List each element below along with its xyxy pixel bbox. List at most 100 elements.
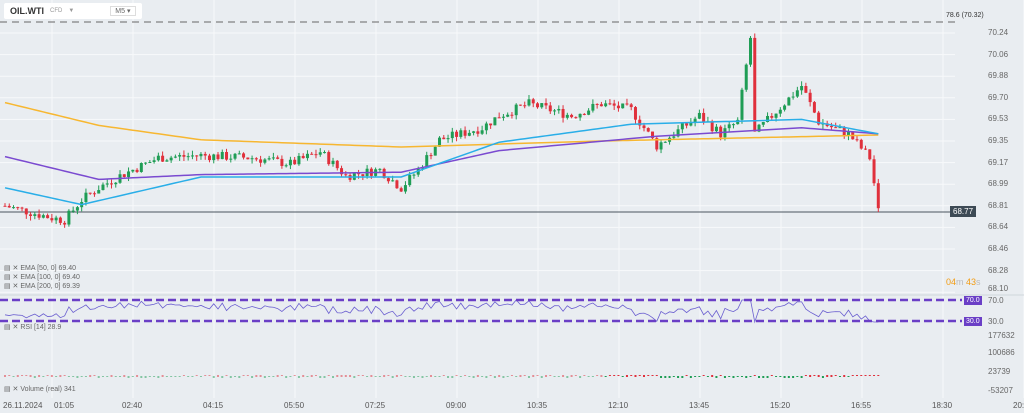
volume-bar [749, 376, 752, 377]
volume-bar [549, 375, 552, 376]
candle [864, 148, 868, 150]
volume-bar [851, 375, 854, 376]
volume-bar [251, 376, 254, 378]
volume-bar [314, 375, 317, 376]
candle [33, 214, 37, 216]
ema50-legend[interactable]: ▤ ✕ EMA [50, 0] 69.40 [4, 265, 77, 272]
candle [267, 158, 271, 160]
price-axis-label: 68.28 [988, 265, 1009, 275]
candle [212, 154, 216, 161]
volume-bar [417, 376, 420, 377]
volume-bar [625, 375, 628, 377]
volume-bar [860, 375, 863, 376]
toolbar: OIL.WTI CFD ▼ M5 ▾ [4, 3, 142, 19]
symbol-label[interactable]: OIL.WTI [10, 6, 44, 16]
candle [749, 37, 752, 65]
volume-bar [519, 375, 522, 377]
ema200-legend[interactable]: ▤ ✕ EMA [200, 0] 69.39 [4, 283, 80, 290]
volume-bar [187, 376, 190, 377]
volume-bar [694, 376, 697, 377]
volume-bar [123, 375, 126, 377]
volume-bar [327, 375, 330, 376]
time-axis-label: 13:45 [689, 401, 710, 410]
candle [676, 129, 680, 137]
volume-bar [711, 375, 714, 377]
candle [293, 159, 297, 165]
volume-bar [383, 375, 386, 377]
candle [510, 114, 514, 116]
volume-bar [736, 376, 739, 377]
volume-bar [387, 375, 390, 376]
volume-bar [685, 375, 688, 376]
candle [173, 156, 177, 158]
volume-bar [182, 375, 185, 376]
volume-bar [199, 376, 202, 377]
volume-bar [4, 375, 6, 377]
candle [868, 149, 872, 160]
ema200-line [4, 101, 879, 148]
candle [480, 130, 484, 134]
price-axis-label: 68.10 [988, 284, 1009, 293]
volume-bar [229, 376, 232, 378]
volume-bar [523, 375, 526, 376]
candle [467, 132, 471, 136]
volume-legend[interactable]: ▤ ✕ Volume (real) 341 [4, 386, 76, 393]
volume-bar [562, 375, 565, 377]
price-axis-label: 69.53 [988, 114, 1009, 124]
candle [553, 110, 557, 112]
candle [88, 192, 92, 194]
candle [791, 96, 795, 98]
volume-bar [638, 375, 641, 376]
candle [523, 105, 527, 107]
candle [446, 138, 450, 140]
candle [506, 114, 510, 117]
volume-bar [510, 375, 513, 376]
candle [20, 207, 24, 209]
candle [105, 183, 109, 185]
ema100-legend[interactable]: ▤ ✕ EMA [100, 0] 69.40 [4, 274, 80, 281]
volume-bar [770, 375, 773, 376]
candle [7, 205, 11, 208]
volume-bar [719, 375, 722, 376]
volume-bar [276, 375, 279, 377]
candle [46, 215, 50, 219]
volume-bar [672, 376, 675, 377]
volume-bar [136, 375, 139, 377]
volume-bar [29, 375, 32, 377]
candle [237, 153, 241, 155]
price-axis-label: 69.70 [988, 92, 1009, 102]
rsi-upper-tag: 70.0 [964, 296, 982, 305]
timeframe-select[interactable]: M5 ▾ [110, 6, 136, 16]
candle [233, 153, 237, 159]
candle [574, 117, 578, 119]
candle [178, 155, 182, 157]
candle [335, 160, 339, 169]
volume-bar [728, 376, 731, 377]
volume-bar [515, 376, 518, 377]
volume-bar [80, 376, 83, 377]
candle [344, 174, 348, 176]
volume-bar [668, 376, 671, 378]
candle [489, 123, 493, 126]
volume-bar [63, 375, 66, 376]
rsi-legend[interactable]: ▤ ✕ RSI [14] 28.9 [4, 324, 62, 331]
candle [621, 103, 625, 109]
volume-bar [621, 376, 624, 377]
symbol-dropdown-icon[interactable]: ▼ [68, 8, 75, 14]
candle [612, 103, 616, 106]
candle [37, 214, 41, 218]
time-axis-label: 01:05 [54, 401, 75, 410]
candle [131, 169, 135, 172]
candle [156, 155, 160, 161]
candle [501, 116, 505, 118]
volume-bar [246, 375, 249, 376]
volume-bar [255, 375, 258, 377]
candle [651, 131, 655, 139]
volume-bar [783, 376, 786, 378]
volume-bar [464, 375, 467, 376]
volume-bar [101, 376, 104, 377]
candle [186, 156, 190, 158]
volume-bar [442, 375, 445, 376]
volume-bar [579, 376, 582, 378]
